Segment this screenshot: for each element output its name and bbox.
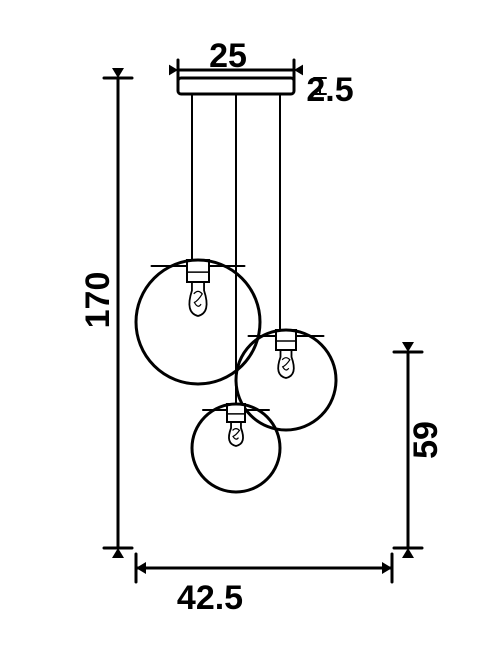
globe-1	[136, 260, 260, 384]
pendant-lamp	[136, 78, 336, 492]
dim-top_width: 25	[209, 37, 247, 75]
globe-3	[192, 404, 280, 492]
dim-total_height: 170	[79, 272, 117, 329]
globe-2	[236, 330, 336, 430]
dim-plate_thick: 2.5	[306, 71, 353, 109]
dim-drop_height: 59	[407, 421, 445, 459]
diagram-stage: 25 2.5 170 59 42.5	[0, 0, 500, 650]
pendant-lamp-dimension-diagram: 25 2.5 170 59 42.5	[0, 0, 500, 650]
dim-bottom_width: 42.5	[177, 579, 243, 617]
dimension-lines	[104, 60, 422, 582]
ceiling-plate	[178, 78, 294, 94]
dimension-labels: 25 2.5 170 59 42.5	[79, 37, 445, 617]
